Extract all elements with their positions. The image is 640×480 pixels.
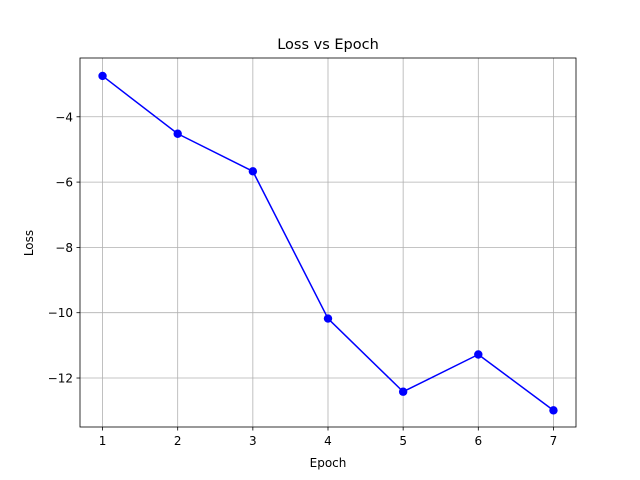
data-point xyxy=(248,167,258,176)
grid xyxy=(80,58,576,427)
x-tick-label: 4 xyxy=(324,434,332,448)
x-tick-label: 7 xyxy=(550,434,558,448)
y-tick-label: −10 xyxy=(48,306,73,320)
data-point xyxy=(474,350,483,359)
axis-ticks: 1 2 3 4 5 6 7 −12 −10 −8 −6 −4 xyxy=(48,110,558,448)
y-tick-label: −4 xyxy=(55,110,73,124)
series-group xyxy=(98,71,558,415)
chart-title: Loss vs Epoch xyxy=(277,37,379,53)
data-point xyxy=(173,129,182,138)
x-axis-label: Epoch xyxy=(310,456,347,470)
data-point xyxy=(323,314,333,323)
x-tick-label: 1 xyxy=(99,434,107,448)
x-tick-label: 5 xyxy=(399,434,407,448)
y-tick-label: −12 xyxy=(48,372,73,386)
x-tick-label: 3 xyxy=(249,434,257,448)
x-tick-label: 6 xyxy=(474,434,482,448)
data-point xyxy=(398,387,408,396)
data-point xyxy=(549,406,558,415)
plot-frame xyxy=(79,57,577,428)
y-axis-label: Loss xyxy=(22,230,36,256)
x-tick-label: 2 xyxy=(174,434,182,448)
y-tick-label: −6 xyxy=(55,176,73,190)
y-tick-label: −8 xyxy=(55,241,73,255)
data-point xyxy=(98,71,107,81)
